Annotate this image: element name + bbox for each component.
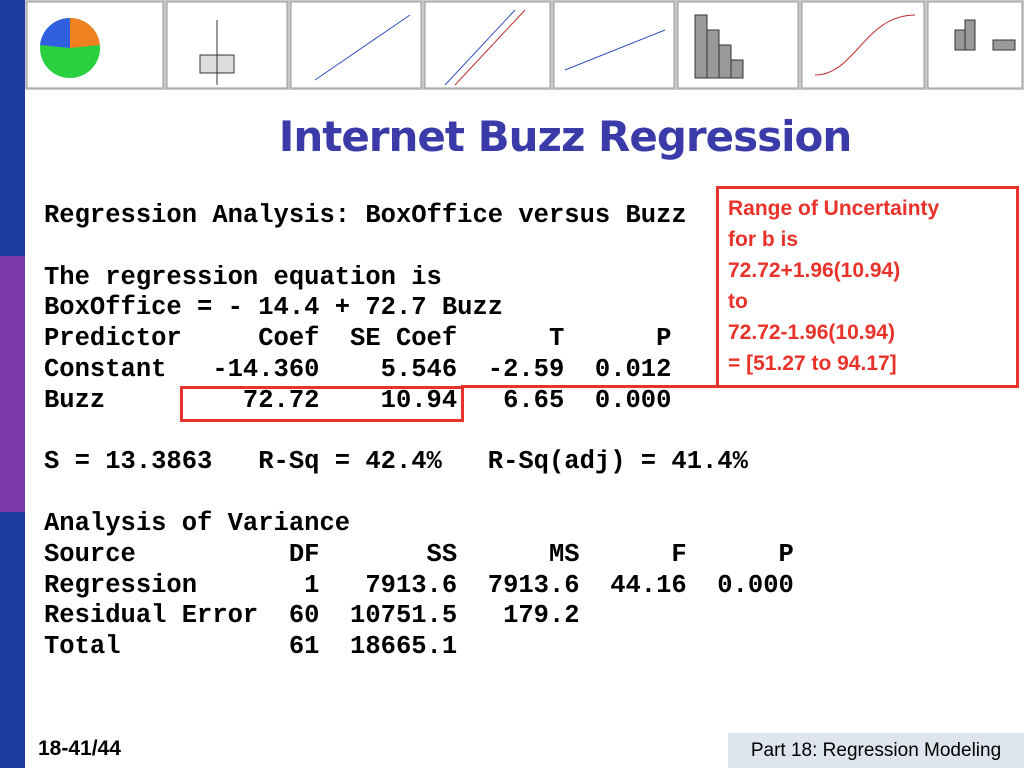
output-line: BoxOffice = - 14.4 + 72.7 Buzz: [44, 293, 504, 323]
output-line: Predictor Coef SE Coef T P: [44, 324, 672, 354]
output-line: Regression Analysis: BoxOffice versus Bu…: [44, 201, 687, 230]
footer-section: Part 18: Regression Modeling: [728, 733, 1024, 768]
output-line: S = 13.3863 R-Sq = 42.4% R-Sq(adj) = 41.…: [44, 447, 748, 477]
output-line: The regression equation is: [44, 262, 442, 292]
callout-line: 72.72+1.96(10.94): [728, 259, 901, 282]
side-bar: [0, 512, 25, 768]
callout-line: = [51.27 to 94.17]: [728, 352, 897, 375]
highlight-box: [180, 386, 464, 422]
output-line: Buzz 72.72 10.94 6.65 0.000: [44, 385, 672, 415]
output-line: Residual Error 60 10751.5 179.2: [44, 601, 580, 631]
callout-line: Range of Uncertainty: [728, 197, 940, 220]
output-line: Source DF SS MS F P: [44, 539, 794, 569]
connector: [461, 385, 719, 388]
callout-line: for b is: [728, 228, 799, 251]
side-bar: [0, 0, 25, 256]
callout-line: to: [728, 290, 748, 313]
thumbnail-strip: [25, 0, 1024, 90]
slide-title: Internet Buzz Regression: [278, 112, 853, 161]
output-line: Total 61 18665.1: [44, 632, 458, 662]
callout-line: 72.72-1.96(10.94): [728, 321, 895, 344]
side-bar: [0, 256, 25, 512]
output-line: Analysis of Variance: [44, 509, 351, 538]
callout-box: [716, 186, 1019, 388]
page-number: 18-41/44: [38, 737, 121, 760]
output-line: Constant -14.360 5.546 -2.59 0.012: [44, 355, 672, 384]
output-line: Regression 1 7913.6 7913.6 44.16 0.000: [44, 570, 794, 600]
